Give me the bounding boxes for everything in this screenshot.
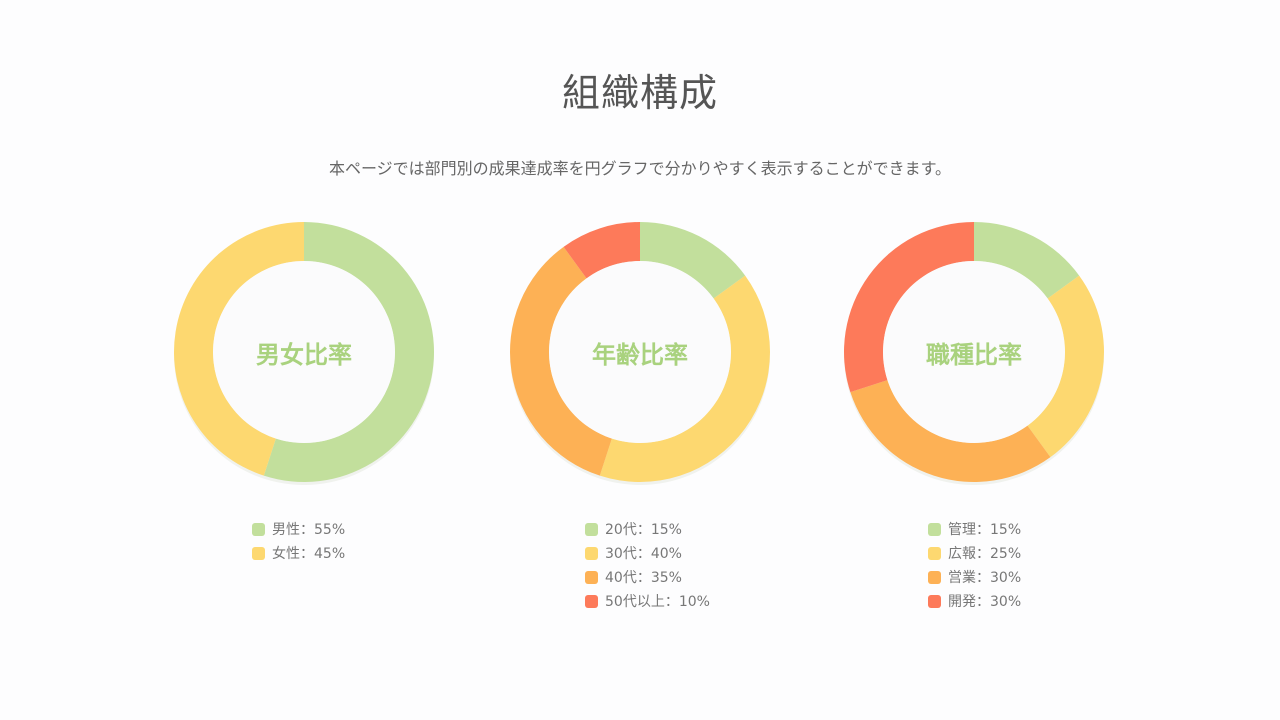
legend-item: 50代以上：10%: [585, 589, 710, 613]
donut-slice-開発: [844, 222, 974, 393]
legend-label: 20代：15%: [605, 522, 682, 538]
legend-label: 男性：55%: [272, 522, 346, 538]
legend-swatch: [585, 546, 598, 560]
legend-swatch: [928, 522, 941, 536]
donut-slice-男性: [263, 222, 434, 483]
legend-item: 40代：35%: [585, 565, 710, 589]
chart-title: 職種比率: [926, 340, 1022, 369]
legend-label: 開発：30%: [948, 594, 1022, 610]
donut-svg: [510, 222, 770, 485]
donut-chart-gender: 男女比率: [164, 212, 444, 492]
legend-label: 管理：15%: [948, 522, 1022, 538]
page-subtitle: 本ページでは部門別の成果達成率を円グラフで分かりやすく表示することができます。: [328, 159, 952, 178]
legend-label: 女性：45%: [272, 546, 346, 562]
legend-swatch: [928, 570, 941, 584]
legend-label: 50代以上：10%: [605, 594, 710, 610]
legend-swatch: [585, 594, 598, 608]
legend-item: 営業：30%: [928, 565, 1021, 589]
donut-slice-営業: [850, 380, 1051, 483]
legend-item: 開発：30%: [928, 589, 1021, 613]
donut-slice-広報: [1027, 275, 1104, 458]
legend-item: 管理：15%: [928, 517, 1021, 541]
donut-hole: [549, 261, 731, 443]
legend-item: 男性：55%: [252, 517, 345, 541]
legend-job: 管理：15% 広報：25% 営業：30% 開発：30%: [928, 517, 1021, 613]
donut-slice-20代: [640, 222, 746, 299]
donut-slice-40代: [510, 246, 612, 476]
legend-swatch: [928, 594, 941, 608]
legend-swatch: [585, 522, 598, 536]
donut-slice-女性: [174, 222, 304, 476]
donut-svg: [174, 222, 434, 485]
donut-chart-age: 年齢比率: [500, 212, 780, 492]
legend-swatch: [928, 546, 941, 560]
legend-item: 20代：15%: [585, 517, 710, 541]
legend-item: 女性：45%: [252, 541, 345, 565]
chart-title: 男女比率: [256, 340, 352, 369]
legend-item: 30代：40%: [585, 541, 710, 565]
legend-label: 30代：40%: [605, 546, 682, 562]
donut-slice-30代: [599, 275, 770, 482]
legend-item: 広報：25%: [928, 541, 1021, 565]
donut-svg: [844, 222, 1104, 485]
page-title: 組織構成: [561, 71, 718, 115]
legend-swatch: [252, 546, 265, 560]
legend-swatch: [252, 522, 265, 536]
legend-swatch: [585, 570, 598, 584]
donut-slice-50代以上: [563, 222, 640, 279]
donut-chart-job: 職種比率: [834, 212, 1114, 492]
legend-age: 20代：15% 30代：40% 40代：35% 50代以上：10%: [585, 517, 710, 613]
donut-slice-管理: [974, 222, 1080, 299]
legend-label: 営業：30%: [948, 570, 1022, 586]
legend-label: 広報：25%: [948, 546, 1022, 562]
legend-label: 40代：35%: [605, 570, 682, 586]
donut-hole: [883, 261, 1065, 443]
legend-gender: 男性：55% 女性：45%: [252, 517, 345, 565]
chart-title: 年齢比率: [592, 340, 688, 369]
donut-hole: [213, 261, 395, 443]
